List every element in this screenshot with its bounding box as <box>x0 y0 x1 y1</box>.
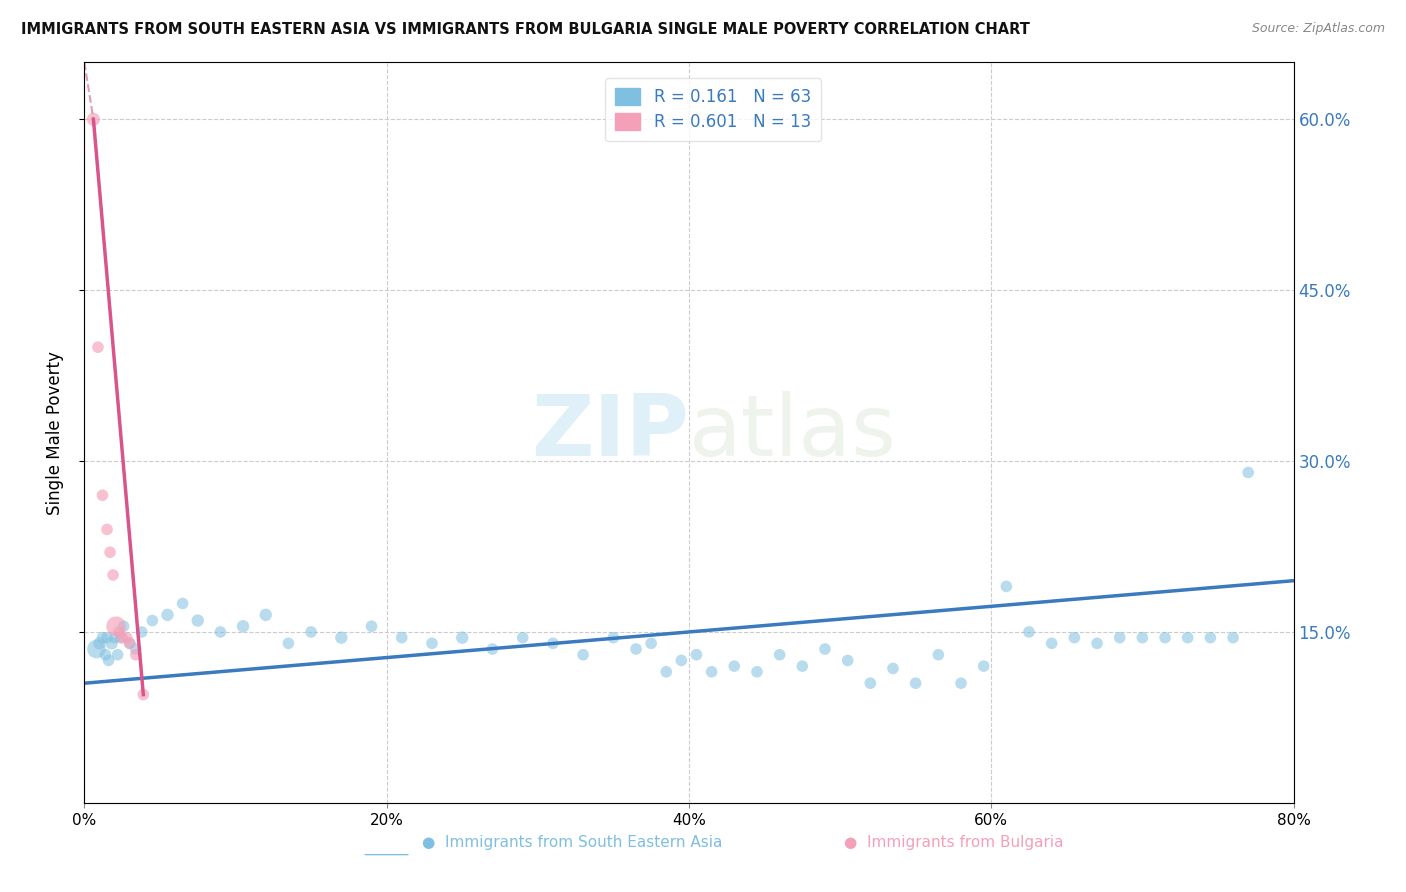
Text: Source: ZipAtlas.com: Source: ZipAtlas.com <box>1251 22 1385 36</box>
Text: IMMIGRANTS FROM SOUTH EASTERN ASIA VS IMMIGRANTS FROM BULGARIA SINGLE MALE POVER: IMMIGRANTS FROM SOUTH EASTERN ASIA VS IM… <box>21 22 1031 37</box>
Point <box>91 488 114 502</box>
Point <box>131 624 153 639</box>
Point <box>87 340 110 354</box>
Point <box>602 631 624 645</box>
Point <box>512 631 534 645</box>
Point <box>1063 631 1085 645</box>
Point <box>973 659 995 673</box>
Point <box>125 648 148 662</box>
Point <box>769 648 792 662</box>
Point <box>723 659 745 673</box>
Point <box>111 631 134 645</box>
Point <box>391 631 413 645</box>
Text: ZIP: ZIP <box>531 391 689 475</box>
Point <box>132 688 155 702</box>
Point <box>254 607 277 622</box>
Point <box>1018 624 1040 639</box>
Point <box>671 653 693 667</box>
Point <box>1237 466 1260 480</box>
Point <box>700 665 723 679</box>
Point <box>1177 631 1199 645</box>
Point <box>420 636 443 650</box>
Point <box>995 579 1018 593</box>
Point <box>481 642 503 657</box>
Point <box>125 642 148 657</box>
Point <box>640 636 662 650</box>
Point <box>1154 631 1177 645</box>
Point <box>96 523 118 537</box>
Point <box>104 631 127 645</box>
Point <box>209 624 232 639</box>
Legend: R = 0.161   N = 63, R = 0.601   N = 13: R = 0.161 N = 63, R = 0.601 N = 13 <box>606 78 821 141</box>
Text: ●  Immigrants from Bulgaria: ● Immigrants from Bulgaria <box>844 836 1063 850</box>
Point <box>105 619 128 633</box>
Point <box>1040 636 1063 650</box>
Text: ●  Immigrants from South Eastern Asia: ● Immigrants from South Eastern Asia <box>422 836 723 850</box>
Point <box>1222 631 1244 645</box>
Point <box>172 597 194 611</box>
Point <box>360 619 382 633</box>
Point <box>1108 631 1130 645</box>
Point <box>118 636 141 650</box>
Point <box>882 661 904 675</box>
Point <box>115 631 138 645</box>
Point <box>94 648 117 662</box>
Point <box>86 642 108 657</box>
Point <box>330 631 353 645</box>
Point <box>187 614 209 628</box>
Point <box>745 665 768 679</box>
Point <box>792 659 814 673</box>
Point <box>101 568 124 582</box>
Point <box>91 631 114 645</box>
Point <box>82 112 104 127</box>
Point <box>232 619 254 633</box>
Point <box>100 636 122 650</box>
Point <box>89 636 111 650</box>
Point <box>96 631 118 645</box>
Point <box>118 636 141 650</box>
Point <box>1199 631 1222 645</box>
Point <box>859 676 882 690</box>
Point <box>1130 631 1153 645</box>
Point <box>572 648 595 662</box>
Point <box>814 642 837 657</box>
Point <box>108 624 131 639</box>
Point <box>98 545 121 559</box>
Point <box>655 665 678 679</box>
Point <box>950 676 973 690</box>
Point <box>685 648 707 662</box>
Y-axis label: Single Male Poverty: Single Male Poverty <box>45 351 63 515</box>
Point <box>277 636 299 650</box>
Point <box>1085 636 1108 650</box>
Point <box>112 619 135 633</box>
Point <box>110 631 132 645</box>
Point <box>541 636 564 650</box>
Point <box>451 631 474 645</box>
Point <box>141 614 163 628</box>
Point <box>624 642 647 657</box>
Point <box>97 653 120 667</box>
Point <box>927 648 949 662</box>
Point <box>299 624 322 639</box>
Text: atlas: atlas <box>689 391 897 475</box>
Point <box>904 676 927 690</box>
Point <box>837 653 859 667</box>
Point <box>107 648 129 662</box>
Point <box>156 607 179 622</box>
